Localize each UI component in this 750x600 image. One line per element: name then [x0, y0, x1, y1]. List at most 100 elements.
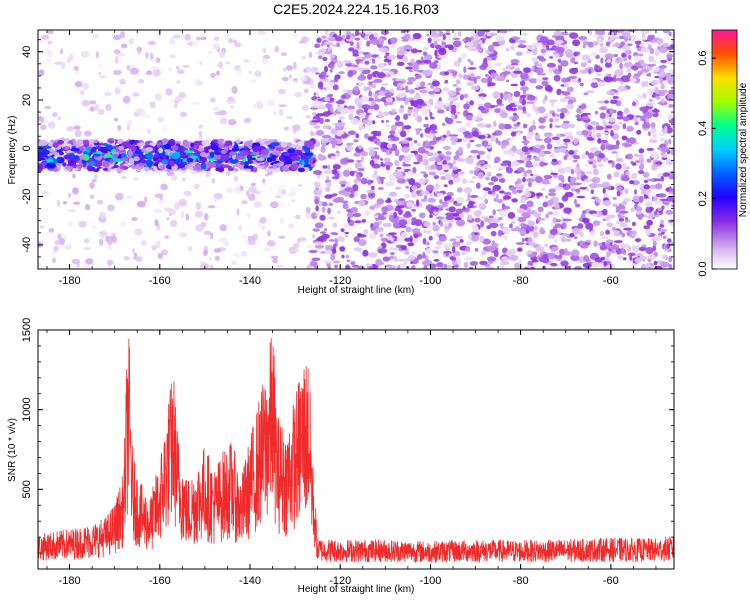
- heatmap-cell-2660: [570, 169, 575, 175]
- heatmap-cell-1157: [456, 111, 461, 115]
- heatmap-cell-2588: [325, 75, 329, 78]
- heatmap-cell-159: [238, 224, 243, 232]
- heatmap-cell-2880: [390, 136, 400, 142]
- colorbar-tick-label: 0.6: [697, 50, 709, 65]
- heatmap-cell-129: [267, 240, 276, 247]
- heatmap-cell-2298: [353, 178, 360, 184]
- heatmap-cell-2829: [488, 63, 493, 70]
- heatmap-cell-2502: [510, 62, 519, 66]
- heatmap-cell-3887: [85, 146, 91, 154]
- heatmap-cell-1072: [367, 97, 375, 102]
- heatmap-cell-1595: [600, 57, 604, 64]
- heatmap-cell-1457: [517, 216, 527, 223]
- heatmap-cell-3889: [272, 163, 277, 170]
- heatmap-cell-2240: [476, 135, 486, 139]
- heatmap-cell-2694: [456, 258, 462, 266]
- heatmap-cell-2730: [576, 195, 586, 199]
- heatmap-cell-1685: [440, 218, 446, 223]
- heatmap-cell-2334: [576, 113, 580, 120]
- heatmap-cell-2955: [538, 125, 546, 129]
- heatmap-cell-2541: [334, 122, 344, 127]
- heatmap-cell-555: [364, 60, 370, 65]
- heatmap-cell-2041: [473, 210, 482, 218]
- heatmap-cell-3796: [229, 151, 236, 156]
- heatmap-cell-1616: [420, 81, 426, 87]
- heatmap-cell-2762: [533, 156, 540, 161]
- heatmap-cell-2130: [325, 186, 331, 192]
- heatmap-cell-697: [373, 170, 378, 176]
- heatmap-cell-1027: [584, 67, 588, 74]
- heatmap-cell-2290: [462, 205, 466, 211]
- heatmap-cell-209: [272, 258, 278, 264]
- heatmap-cell-52: [246, 213, 251, 218]
- heatmap-cell-3854: [56, 157, 62, 161]
- heatmap-cell-1115: [509, 150, 516, 158]
- heatmap-cell-711: [422, 237, 427, 245]
- heatmap-cell-3560: [138, 153, 145, 160]
- heatmap-cell-2496: [374, 203, 379, 208]
- heatmap-cell-1778: [651, 127, 657, 134]
- heatmap-cell-373: [248, 185, 258, 193]
- snr-frame: [37, 329, 675, 570]
- heatmap-cell-2234: [506, 137, 512, 141]
- heatmap-cell-1818: [358, 199, 366, 207]
- heatmap-cell-2983: [606, 59, 612, 63]
- heatmap-cell-1928: [581, 152, 586, 160]
- heatmap-cell-2611: [619, 243, 627, 249]
- heatmap-cell-344: [68, 192, 72, 198]
- heatmap-cell-2267: [376, 198, 385, 205]
- heatmap-cell-2640: [527, 95, 536, 101]
- heatmap-cell-2812: [496, 173, 502, 177]
- heatmap-cell-1991: [484, 198, 489, 204]
- x-tick-label: -140: [239, 575, 261, 587]
- y-tick-label: 1000: [21, 397, 33, 421]
- heatmap-cell-2497: [527, 220, 535, 227]
- heatmap-cell-304: [278, 187, 282, 196]
- heatmap-cell-2407: [365, 86, 372, 91]
- heatmap-cell-1735: [627, 137, 637, 144]
- heatmap-cell-2990: [354, 59, 364, 62]
- heatmap-cell-1725: [586, 90, 595, 94]
- heatmap-cell-2219: [560, 60, 569, 67]
- heatmap-cell-87: [152, 68, 161, 77]
- heatmap-cell-144: [173, 103, 178, 108]
- heatmap-cell-1068: [327, 207, 331, 215]
- heatmap-cell-1710: [375, 258, 383, 266]
- heatmap-cell-305: [120, 31, 125, 39]
- heatmap-cell-3903: [70, 147, 80, 152]
- heatmap-cell-3767: [222, 164, 230, 169]
- heatmap-cell-3913: [242, 168, 252, 172]
- heatmap-cell-2632: [309, 260, 317, 267]
- heatmap-cell-397: [211, 177, 216, 184]
- heatmap-cell-1691: [629, 255, 633, 261]
- heatmap-cell-1062: [328, 202, 334, 207]
- heatmap-cell-2291: [502, 146, 505, 150]
- heatmap-cell-2088: [625, 166, 631, 170]
- heatmap-cell-872: [579, 82, 584, 87]
- heatmap-cell-1465: [545, 213, 550, 219]
- heatmap-cell-260: [293, 61, 297, 70]
- heatmap-cell-152: [175, 66, 180, 70]
- heatmap-cell-2500: [328, 37, 338, 42]
- heatmap-cell-2355: [570, 254, 580, 262]
- heatmap-cell-2853: [460, 251, 466, 255]
- heatmap-cell-25: [179, 111, 187, 118]
- heatmap-cell-1040: [519, 97, 523, 104]
- heatmap-cell-2087: [442, 87, 450, 92]
- heatmap-cell-2275: [550, 172, 559, 176]
- heatmap-cell-1556: [421, 153, 428, 160]
- heatmap-cell-1707: [527, 260, 534, 267]
- heatmap-cell-2861: [555, 219, 562, 223]
- heatmap-cell-1125: [517, 40, 527, 44]
- heatmap-cell-2736: [628, 77, 637, 83]
- heatmap-cell-2724: [539, 226, 544, 234]
- heatmap-cell-1285: [599, 244, 607, 251]
- heatmap-cell-2328: [636, 129, 642, 135]
- heatmap-cell-1746: [315, 129, 325, 136]
- heatmap-cell-3861: [246, 154, 252, 160]
- heatmap-cell-2825: [381, 120, 385, 123]
- heatmap-cell-1330: [319, 214, 326, 221]
- heatmap-cell-2317: [486, 33, 492, 37]
- spectrogram-x-ticks: -180 -160 -140 -120 -100 -80 -60: [46, 30, 657, 287]
- heatmap-cell-303: [71, 173, 77, 179]
